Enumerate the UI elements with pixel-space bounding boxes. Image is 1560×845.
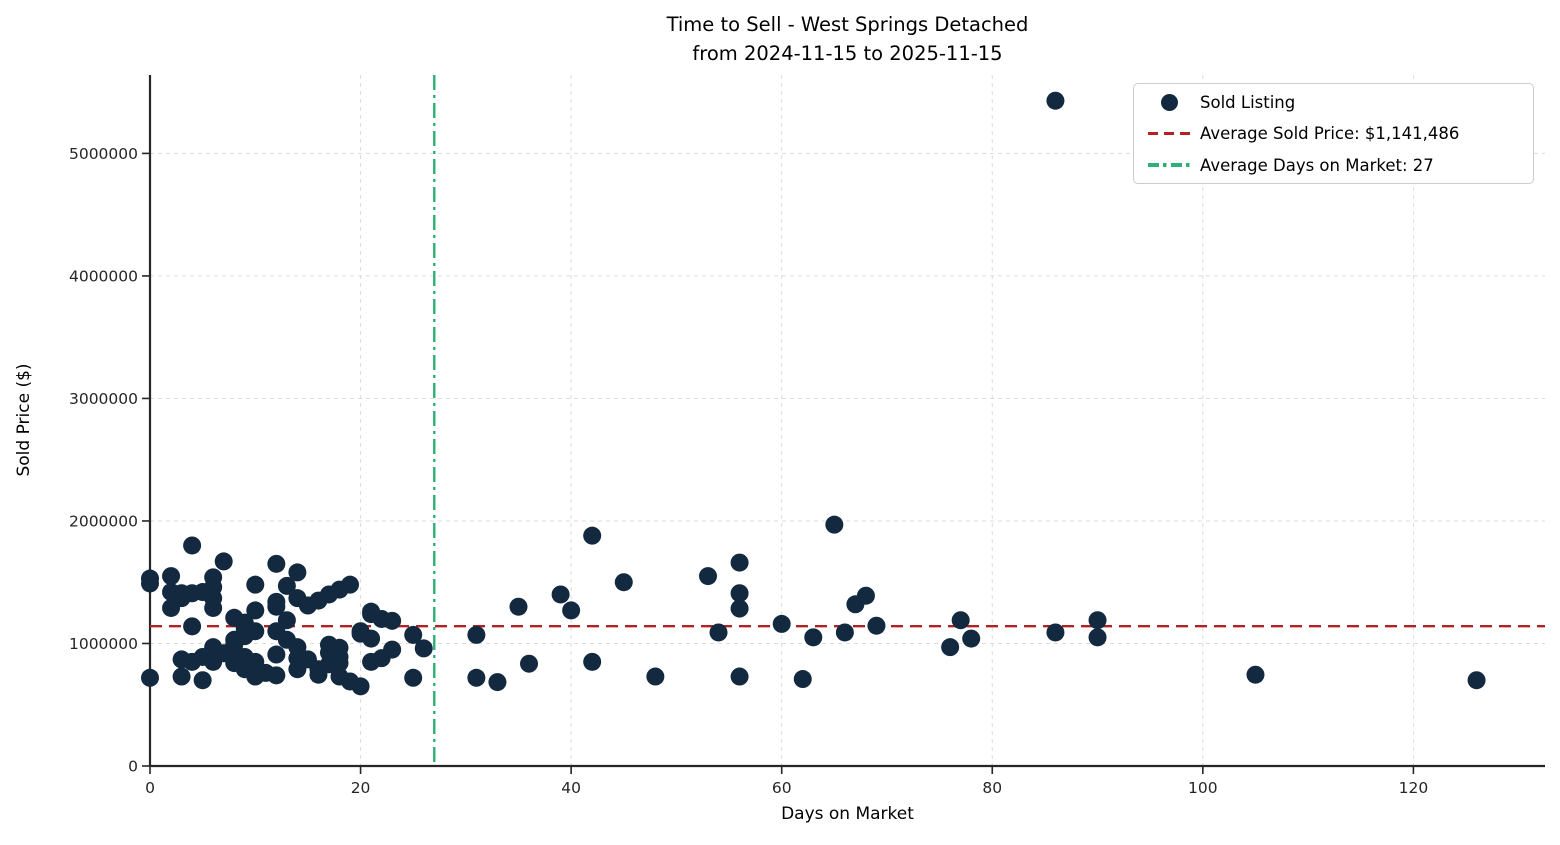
- data-point: [330, 654, 349, 673]
- x-tick-label: 120: [1399, 779, 1429, 797]
- data-point: [793, 670, 812, 689]
- y-tick-label: 4000000: [69, 267, 138, 285]
- data-point: [246, 601, 265, 620]
- data-point: [1246, 665, 1265, 684]
- y-tick-label: 1000000: [69, 635, 138, 653]
- data-point: [193, 671, 212, 690]
- data-point: [288, 563, 307, 582]
- y-tick-label: 0: [128, 758, 138, 776]
- data-point: [267, 554, 286, 573]
- data-point: [246, 575, 265, 594]
- dashdot-line-icon: [1148, 163, 1190, 167]
- legend-item-average-days-on-market: Average Days on Market: 27: [1134, 150, 1533, 181]
- data-point: [646, 667, 665, 686]
- chart-title: Time to Sell - West Springs Detached fro…: [150, 10, 1545, 68]
- data-point: [804, 628, 823, 647]
- data-point: [183, 536, 202, 555]
- data-point: [867, 616, 886, 635]
- data-point: [583, 652, 602, 671]
- x-axis-label: Days on Market: [781, 804, 914, 824]
- legend-label: Average Days on Market: 27: [1200, 155, 1434, 175]
- data-point: [825, 515, 844, 534]
- legend: Sold Listing Average Sold Price: $1,141,…: [1133, 83, 1534, 184]
- data-point: [1046, 623, 1065, 642]
- data-point: [962, 629, 981, 648]
- data-point: [562, 601, 581, 620]
- chart-title-line2: from 2024-11-15 to 2025-11-15: [692, 42, 1003, 65]
- data-point: [730, 599, 749, 618]
- data-point: [383, 611, 402, 630]
- dashed-line-icon: [1148, 131, 1190, 136]
- data-point: [277, 576, 296, 595]
- y-tick-label: 3000000: [69, 390, 138, 408]
- data-point: [246, 622, 265, 641]
- data-point: [141, 668, 159, 687]
- x-tick-label: 60: [772, 779, 792, 797]
- data-point: [951, 611, 970, 630]
- x-tick-label: 100: [1188, 779, 1218, 797]
- data-point: [520, 654, 539, 673]
- x-tick-label: 20: [351, 779, 371, 797]
- data-point: [277, 611, 296, 630]
- legend-label: Sold Listing: [1200, 92, 1296, 112]
- data-point: [267, 645, 286, 664]
- x-tick-label: 80: [982, 779, 1002, 797]
- data-point: [1046, 91, 1065, 110]
- data-point: [183, 617, 202, 636]
- data-point: [267, 597, 286, 616]
- data-point: [383, 640, 402, 659]
- data-point: [351, 677, 370, 696]
- x-tick-label: 40: [561, 779, 581, 797]
- data-point: [341, 575, 360, 594]
- data-point: [730, 584, 749, 603]
- legend-item-sold-listing: Sold Listing: [1134, 87, 1533, 118]
- data-point: [941, 638, 960, 657]
- data-point: [699, 567, 717, 586]
- data-point: [709, 623, 728, 642]
- data-point: [404, 625, 423, 644]
- data-point: [583, 526, 602, 545]
- data-point: [172, 667, 191, 686]
- data-point: [467, 668, 486, 687]
- data-point: [204, 598, 223, 617]
- y-tick-label: 2000000: [69, 512, 138, 530]
- sold-listing-dot-icon: [1148, 93, 1190, 111]
- data-point: [772, 614, 791, 633]
- y-axis-label: Sold Price ($): [14, 363, 34, 477]
- data-point: [414, 639, 433, 658]
- data-point: [404, 668, 423, 687]
- legend-item-average-sold-price: Average Sold Price: $1,141,486: [1134, 118, 1533, 149]
- data-point: [835, 623, 854, 642]
- data-point: [162, 567, 181, 586]
- data-point: [551, 585, 570, 604]
- data-point: [214, 552, 233, 571]
- data-point: [467, 625, 486, 644]
- data-point: [856, 586, 875, 605]
- data-point: [614, 573, 633, 592]
- data-point: [730, 553, 749, 572]
- data-point: [1467, 671, 1486, 690]
- data-point: [267, 666, 286, 685]
- y-tick-label: 5000000: [69, 145, 138, 163]
- legend-label: Average Sold Price: $1,141,486: [1200, 124, 1460, 143]
- data-point: [141, 574, 159, 593]
- data-point: [488, 673, 507, 692]
- data-point: [1088, 611, 1107, 630]
- data-point: [362, 629, 381, 648]
- chart-title-line1: Time to Sell - West Springs Detached: [666, 13, 1029, 36]
- data-point: [509, 597, 528, 616]
- data-point: [1088, 628, 1107, 647]
- data-point: [730, 667, 749, 686]
- x-tick-label: 0: [145, 779, 155, 797]
